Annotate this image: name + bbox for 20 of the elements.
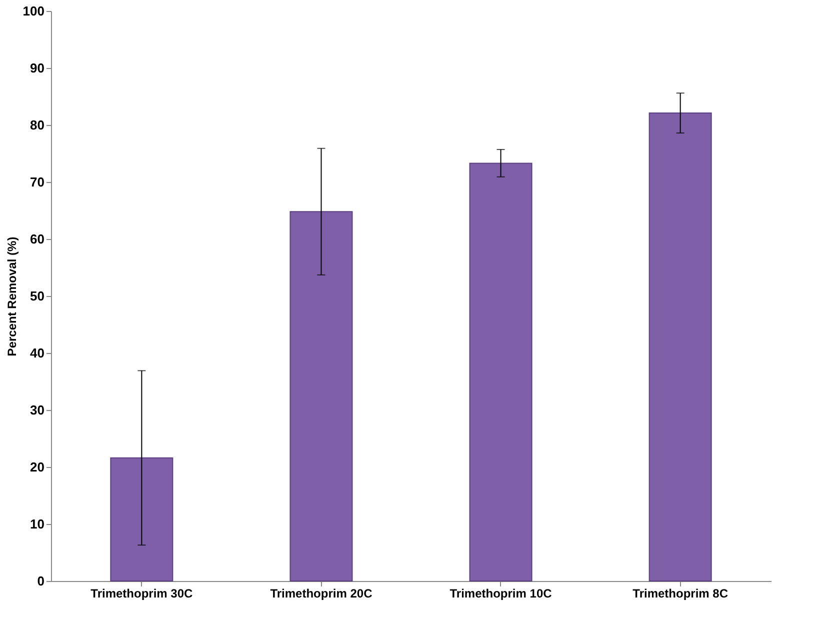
x-tick-label: Trimethoprim 10C xyxy=(450,586,552,600)
y-tick-label: 10 xyxy=(30,516,44,532)
y-tick-label: 40 xyxy=(30,346,44,360)
bar xyxy=(290,211,353,582)
x-tick-label: Trimethoprim 20C xyxy=(270,586,373,600)
y-tick-label: 30 xyxy=(30,402,44,418)
y-tick-label: 90 xyxy=(30,60,44,76)
y-tick-label: 50 xyxy=(30,288,44,304)
y-tick-label: 100 xyxy=(22,4,44,18)
x-tick-label: Trimethoprim 8C xyxy=(632,586,728,600)
bar xyxy=(110,457,174,582)
y-axis-title: Percent Removal (%) xyxy=(4,236,19,356)
y-tick-label: 0 xyxy=(37,574,44,588)
bar xyxy=(469,162,532,582)
y-tick-label: 60 xyxy=(30,232,44,246)
bar xyxy=(648,112,712,582)
x-tick-label: Trimethoprim 30C xyxy=(90,586,194,600)
y-tick-label: 80 xyxy=(30,118,44,132)
y-tick-label: 70 xyxy=(30,174,44,190)
y-tick-label: 20 xyxy=(30,460,44,474)
